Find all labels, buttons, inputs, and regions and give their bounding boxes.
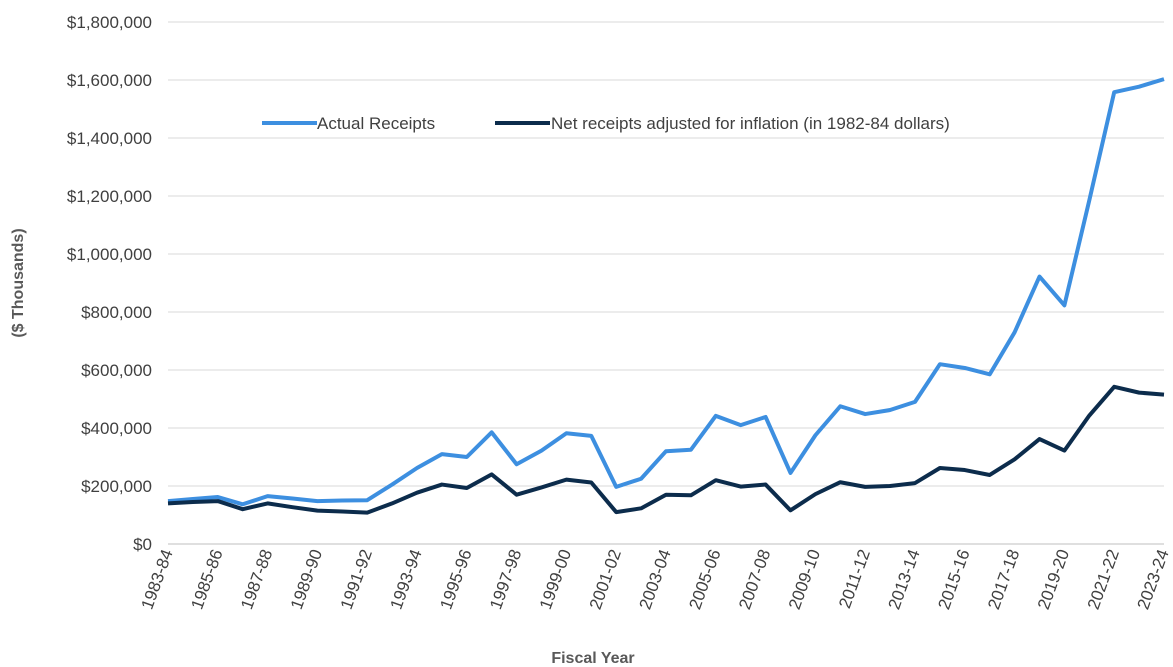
- series-line-net-receipts-adjusted: [167, 384, 1165, 515]
- x-tick-label: 2019-20: [1034, 547, 1073, 612]
- x-tick-label: 2023-24: [1134, 547, 1173, 612]
- y-tick-label: $1,600,000: [67, 71, 152, 90]
- x-tick-label: 1999-00: [536, 547, 575, 612]
- y-tick-label: $600,000: [81, 361, 152, 380]
- x-tick-label: 1993-94: [387, 547, 426, 612]
- series-line-actual-receipts: [167, 77, 1165, 507]
- x-tick-label: 1987-88: [237, 547, 276, 612]
- y-tick-label: $200,000: [81, 477, 152, 496]
- x-axis-title: Fiscal Year: [551, 650, 634, 667]
- y-tick-label: $1,000,000: [67, 245, 152, 264]
- y-tick-label: $800,000: [81, 303, 152, 322]
- x-tick-label: 1985-86: [187, 547, 226, 612]
- x-tick-label: 2007-08: [735, 547, 774, 612]
- x-tick-label: 2001-02: [586, 547, 625, 612]
- y-tick-label: $1,400,000: [67, 129, 152, 148]
- y-axis-tick-labels: $0 $200,000 $400,000 $600,000 $800,000 $1,000…: [67, 13, 152, 554]
- x-tick-label: 1997-98: [486, 547, 525, 612]
- x-tick-label: 2015-16: [934, 547, 973, 612]
- y-tick-label: $400,000: [81, 419, 152, 438]
- legend-label-actual-receipts: Actual Receipts: [317, 114, 435, 133]
- y-axis-title: ($ Thousands): [10, 228, 27, 337]
- y-tick-label: $0: [133, 535, 152, 554]
- x-tick-label: 2005-06: [685, 547, 724, 612]
- x-axis-tick-labels: 1983-84 1985-86 1987-88 1989-90 1991-92 1993-…: [138, 547, 1173, 612]
- x-tick-label: 2021-22: [1084, 547, 1123, 612]
- x-tick-label: 2017-18: [984, 547, 1023, 612]
- x-tick-label: 2011-12: [835, 547, 874, 611]
- x-tick-label: 1995-96: [436, 547, 475, 612]
- x-tick-label: 1991-92: [337, 547, 376, 612]
- y-tick-label: $1,200,000: [67, 187, 152, 206]
- x-tick-label: 1983-84: [138, 547, 177, 612]
- x-tick-label: 2013-14: [885, 547, 924, 612]
- series-lines: [167, 77, 1165, 515]
- x-tick-label: 2003-04: [636, 547, 675, 612]
- legend: Actual Receipts Net receipts adjusted fo…: [262, 114, 950, 133]
- legend-label-net-receipts-adjusted: Net receipts adjusted for inflation (in …: [551, 114, 950, 133]
- x-tick-label: 1989-90: [287, 547, 326, 612]
- gridlines: [168, 21, 1164, 487]
- y-tick-label: $1,800,000: [67, 13, 152, 32]
- x-tick-label: 2009-10: [785, 547, 824, 612]
